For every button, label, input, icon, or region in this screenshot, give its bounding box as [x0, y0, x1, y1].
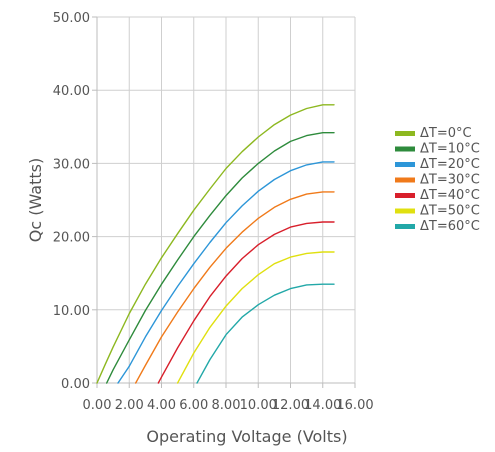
y-tick-label: 10.00: [53, 304, 90, 319]
legend-label: ΔT=50°C: [420, 204, 480, 219]
series-line: [105, 131, 335, 384]
x-tick-label: 0.00: [83, 398, 112, 413]
axes: [92, 16, 356, 388]
legend-swatch: [395, 224, 415, 229]
legend-label: ΔT=0°C: [420, 126, 472, 141]
x-tick-label: 10.00: [240, 398, 277, 413]
series-lines: [96, 104, 335, 384]
x-tick-label: 6.00: [179, 398, 208, 413]
y-tick-label: 50.00: [53, 11, 90, 26]
y-tick-label: 40.00: [53, 84, 90, 99]
legend: ΔT=0°CΔT=10°CΔT=20°CΔT=30°CΔT=40°CΔT=50°…: [395, 126, 480, 234]
legend-swatch: [395, 146, 415, 152]
legend-swatch: [395, 193, 415, 198]
legend-swatch: [395, 131, 415, 136]
series-line: [196, 283, 335, 384]
series-line: [134, 191, 335, 384]
legend-label: ΔT=20°C: [420, 157, 480, 172]
legend-label: ΔT=60°C: [420, 219, 480, 234]
x-tick-label: 2.00: [115, 398, 144, 413]
y-tick-label: 20.00: [53, 231, 90, 246]
legend-swatch: [395, 162, 415, 167]
series-line: [176, 251, 335, 384]
x-tick-label: 12.00: [272, 398, 309, 413]
series-line: [96, 104, 335, 384]
y-tick-label: 30.00: [53, 157, 90, 172]
series-line: [157, 221, 335, 384]
legend-swatch: [395, 208, 415, 214]
y-tick-label: 0.00: [61, 377, 90, 392]
legend-label: ΔT=10°C: [420, 142, 480, 157]
x-tick-label: 16.00: [336, 398, 373, 413]
legend-swatch: [395, 177, 415, 183]
x-axis-title: Operating Voltage (Volts): [146, 427, 347, 446]
legend-label: ΔT=40°C: [420, 188, 480, 203]
legend-label: ΔT=30°C: [420, 173, 480, 188]
x-tick-label: 4.00: [147, 398, 176, 413]
tick-labels: 0.00 2.00 4.00 6.00 8.00 10.0012.0014.0016.00…: [53, 11, 374, 413]
series-line: [117, 161, 335, 384]
y-axis-title: Qc (Watts): [26, 158, 45, 242]
x-tick-label: 8.00: [212, 398, 241, 413]
x-tick-label: 14.00: [304, 398, 341, 413]
